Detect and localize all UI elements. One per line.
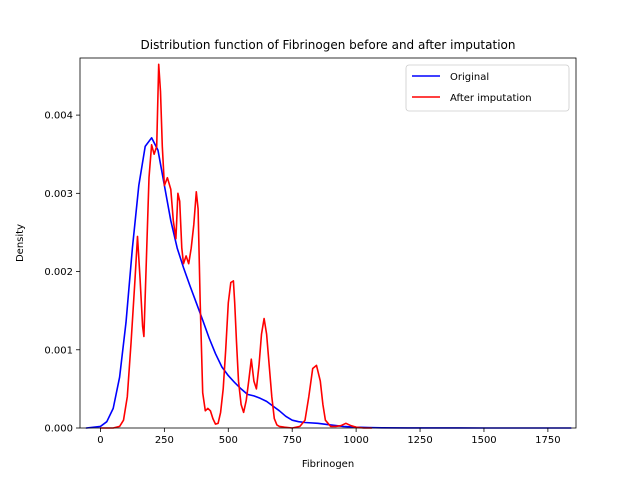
series-line-original [85, 137, 572, 429]
y-tick-label: 0.004 [44, 111, 73, 122]
x-axis: 0 250 500 750 1000 1250 1500 1750 [97, 428, 561, 446]
x-tick-label: 1750 [535, 435, 560, 446]
x-tick-label: 1500 [471, 435, 496, 446]
x-tick-label: 1250 [407, 435, 432, 446]
y-tick-label: 0.001 [44, 345, 73, 356]
y-tick-label: 0.000 [44, 424, 73, 435]
x-tick-label: 500 [219, 435, 238, 446]
legend: Original After imputation [405, 64, 570, 112]
plot-frame [79, 57, 577, 429]
x-axis-label: Fibrinogen [302, 459, 354, 470]
y-axis-label: Density [15, 224, 26, 262]
series-line-after-imputation [99, 63, 373, 429]
y-tick-label: 0.003 [44, 189, 73, 200]
x-tick-label: 750 [283, 435, 302, 446]
plot-area [79, 57, 577, 429]
legend-label-after-imputation: After imputation [450, 93, 532, 104]
x-tick-label: 250 [155, 435, 174, 446]
legend-label-original: Original [450, 72, 489, 83]
y-tick-label: 0.002 [44, 267, 73, 278]
legend-box [405, 64, 570, 112]
y-axis: 0.000 0.001 0.002 0.003 0.004 [44, 111, 80, 435]
x-tick-label: 0 [97, 435, 103, 446]
x-tick-label: 1000 [343, 435, 368, 446]
chart-title: Distribution function of Fibrinogen befo… [141, 38, 516, 52]
